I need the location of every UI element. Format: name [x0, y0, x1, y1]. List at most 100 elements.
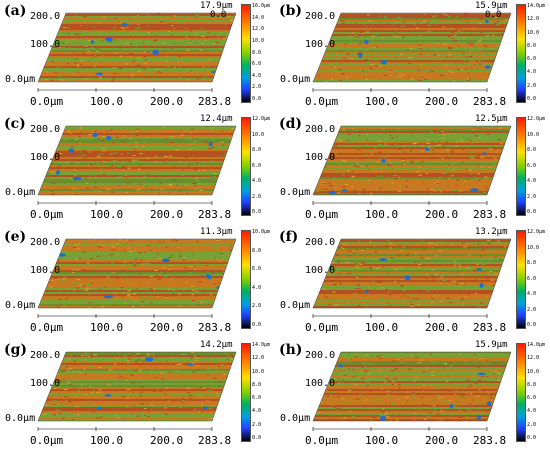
colorbar-tick-label: 12.0μm [527, 229, 546, 235]
x-tick-label: 200.0 [425, 208, 459, 221]
y-tick-label: 0.0μm [280, 413, 311, 424]
colorbar-tick-label: 8.0 [252, 381, 262, 388]
colorbar-tick-label: 2.0 [252, 421, 262, 428]
x-tick-label: 200.0 [425, 321, 459, 334]
y-tick-label: 100.0 [305, 265, 336, 276]
colorbar [241, 4, 251, 103]
y-tick-label: 200.0 [30, 237, 61, 248]
colorbar [516, 343, 526, 442]
colorbar-tick-label: 4.0 [252, 284, 262, 291]
surface-panel: (d) 200.0 100.0 0.0μm 0.0μm 100.0 200.0 283.8 12… [275, 113, 550, 226]
x-tick-label: 0.0μm [30, 434, 64, 447]
x-tick-label: 200.0 [150, 95, 184, 108]
x-tick-label: 100.0 [90, 208, 124, 221]
colorbar-tick-label: 10.0 [527, 29, 540, 36]
colorbar-tick-label: 10.0μm [252, 229, 271, 235]
panel-label: (f) [279, 229, 299, 245]
colorbar-tick-label: 6.0 [527, 56, 537, 63]
colorbar-tick-label: 12.0μm [252, 116, 271, 122]
x-tick-label: 283.8 [473, 95, 507, 108]
surface-panel: (e) 200.0 100.0 0.0μm 0.0μm 100.0 200.0 283.8 11… [0, 226, 275, 339]
colorbar-tick-label: 10.0 [527, 368, 540, 375]
colorbar-tick-label: 0.0 [252, 96, 262, 102]
colorbar-tick-label: 0.0 [252, 322, 262, 328]
colorbar-tick-label: 0.0 [527, 96, 537, 102]
x-tick-label: 200.0 [150, 208, 184, 221]
panel-label: (e) [4, 229, 27, 245]
colorbar-tick-label: 4.0 [527, 291, 537, 297]
z-max-label: 15.9μm [475, 340, 508, 350]
colorbar-tick-label: 8.0 [527, 42, 537, 49]
x-tick-label: 0.0μm [30, 95, 64, 108]
y-tick-label: 0.0μm [5, 187, 36, 198]
colorbar [241, 230, 251, 329]
surface-panel: (f) 200.0 100.0 0.0μm 0.0μm 100.0 200.0 283.8 13… [275, 226, 550, 339]
colorbar [516, 230, 526, 329]
z-max-label: 12.5μm [475, 114, 508, 124]
z-max-label: 14.2μm [200, 340, 233, 350]
colorbar-tick-label: 14.0μm [527, 342, 546, 348]
colorbar-tick-label: 2.0 [527, 82, 537, 89]
z-max-label: 12.4μm [200, 114, 233, 124]
y-tick-label: 200.0 [30, 350, 61, 361]
colorbar-tick-label: 6.0 [252, 395, 262, 402]
colorbar-tick-label: 4.0 [252, 72, 262, 79]
colorbar-tick-label: 12.0 [527, 16, 540, 23]
colorbar-tick-label: 6.0 [527, 162, 537, 169]
x-tick-label: 0.0μm [305, 208, 339, 221]
x-tick-label: 0.0μm [305, 95, 339, 108]
x-tick-label: 283.8 [198, 434, 232, 447]
y-tick-label: 0.0μm [5, 300, 36, 311]
y-tick-label: 100.0 [30, 39, 61, 50]
x-tick-label: 283.8 [473, 321, 507, 334]
colorbar-tick-label: 6.0 [527, 395, 537, 402]
x-tick-label: 283.8 [198, 321, 232, 334]
y-tick-label: 0.0μm [280, 300, 311, 311]
y-tick-label: 100.0 [30, 378, 61, 389]
colorbar-tick-label: 10.0 [252, 131, 265, 138]
x-tick-label: 0.0μm [30, 321, 64, 334]
y-tick-label: 200.0 [305, 11, 336, 22]
colorbar-tick-label: 8.0 [527, 381, 537, 388]
x-tick-label: 100.0 [90, 321, 124, 334]
colorbar-tick-label: 8.0 [252, 49, 262, 56]
surface-panel: (a) 200.0 100.0 0.0μm 0.0μm 100.0 200.0 283.8 17… [0, 0, 275, 113]
colorbar-tick-label: 0.0 [252, 435, 262, 441]
colorbar-tick-label: 6.0 [252, 266, 262, 273]
colorbar [241, 117, 251, 216]
colorbar-tick-label: 10.0 [252, 368, 265, 375]
panel-label: (c) [4, 116, 26, 132]
y-tick-label: 100.0 [305, 39, 336, 50]
colorbar-tick-label: 0.0 [527, 209, 537, 215]
surface-panel: (c) 200.0 100.0 0.0μm 0.0μm 100.0 200.0 283.8 12… [0, 113, 275, 226]
colorbar-tick-label: 8.0 [252, 147, 262, 153]
z-max-label: 15.9μm [475, 1, 508, 11]
surface-panel: (b) 200.0 100.0 0.0μm 0.0μm 100.0 200.0 283.8 15… [275, 0, 550, 113]
colorbar-tick-label: 4.0 [252, 408, 262, 415]
colorbar [241, 343, 251, 442]
x-tick-label: 200.0 [150, 321, 184, 334]
colorbar-tick-label: 6.0 [252, 61, 262, 68]
colorbar-tick-label: 2.0 [252, 84, 262, 91]
colorbar-tick-label: 0.0 [252, 209, 262, 215]
colorbar-tick-label: 14.0μm [527, 3, 546, 9]
colorbar-tick-label: 2.0 [527, 193, 537, 200]
colorbar-tick-label: 4.0 [252, 178, 262, 184]
x-tick-label: 200.0 [425, 95, 459, 108]
panel-label: (h) [279, 342, 303, 358]
z-max-label: 13.2μm [475, 227, 508, 237]
x-tick-label: 283.8 [198, 208, 232, 221]
colorbar-tick-label: 0.0 [527, 322, 537, 328]
y-tick-label: 200.0 [305, 124, 336, 135]
x-tick-label: 283.8 [473, 208, 507, 221]
x-tick-label: 100.0 [365, 208, 399, 221]
colorbar-tick-label: 2.0 [252, 193, 262, 200]
colorbar-tick-label: 10.0 [252, 37, 265, 44]
colorbar-tick-label: 4.0 [527, 69, 537, 76]
colorbar-tick-label: 2.0 [527, 306, 537, 313]
colorbar-tick-label: 0.0 [527, 435, 537, 441]
panel-label: (a) [4, 3, 27, 19]
x-tick-label: 0.0μm [305, 434, 339, 447]
surface-panel: (g) 200.0 100.0 0.0μm 0.0μm 100.0 200.0 283.8 14… [0, 339, 275, 452]
colorbar-tick-label: 16.0μm [252, 3, 271, 9]
